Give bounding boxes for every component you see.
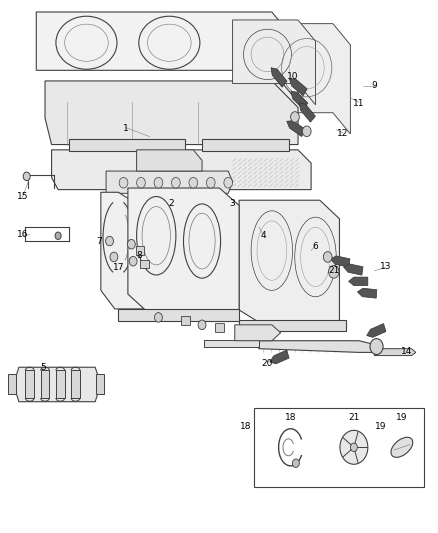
Circle shape [136,177,145,188]
Circle shape [106,236,113,246]
Bar [140,260,148,268]
Bar [25,370,34,398]
Polygon shape [136,150,201,171]
Polygon shape [201,139,289,151]
Polygon shape [106,171,232,193]
Polygon shape [232,20,315,105]
Polygon shape [270,68,286,87]
Text: 1: 1 [123,124,128,133]
Polygon shape [290,91,307,110]
Circle shape [110,252,117,262]
Polygon shape [269,350,289,364]
Bar [215,323,223,332]
Circle shape [119,177,127,188]
Text: 6: 6 [312,242,318,251]
Polygon shape [289,79,307,96]
Text: 20: 20 [260,359,272,367]
Text: 19: 19 [374,422,386,431]
Polygon shape [36,12,297,102]
Polygon shape [357,288,376,298]
Text: 9: 9 [371,80,376,90]
Text: 11: 11 [353,99,364,108]
Text: 8: 8 [136,252,141,261]
Circle shape [171,177,180,188]
Text: 2: 2 [168,199,174,208]
Circle shape [322,252,331,262]
Polygon shape [239,319,345,331]
Circle shape [328,265,338,278]
Circle shape [188,177,197,188]
Circle shape [350,443,357,451]
Polygon shape [330,256,349,267]
Text: 4: 4 [260,231,265,240]
Polygon shape [14,367,101,402]
Text: 3: 3 [229,199,235,208]
Text: 16: 16 [17,230,28,239]
Circle shape [302,126,311,136]
Polygon shape [51,150,311,190]
Circle shape [206,177,215,188]
Text: 5: 5 [40,363,46,372]
Polygon shape [374,349,415,356]
Circle shape [23,172,30,181]
Circle shape [290,112,299,122]
Polygon shape [258,341,376,352]
Text: 13: 13 [378,262,390,271]
Text: 12: 12 [336,130,347,139]
Polygon shape [271,23,350,134]
Bar [71,370,80,398]
Circle shape [154,177,162,188]
Bar [181,317,189,325]
Text: 14: 14 [400,347,412,356]
Polygon shape [101,192,145,309]
Polygon shape [69,139,184,151]
Text: 18: 18 [284,413,296,422]
Text: 21: 21 [347,413,359,422]
Text: 21: 21 [327,266,339,275]
Text: 17: 17 [112,263,124,272]
Circle shape [292,459,299,467]
Bar [41,370,49,398]
Circle shape [369,338,382,354]
Polygon shape [366,324,385,337]
Circle shape [55,232,61,239]
Bar [253,408,423,487]
Text: 10: 10 [286,72,298,81]
Circle shape [127,239,135,249]
Circle shape [129,256,137,266]
Polygon shape [286,121,304,136]
Polygon shape [127,188,239,310]
Text: 7: 7 [96,237,102,246]
Polygon shape [299,103,314,122]
Polygon shape [343,264,362,275]
Bar [56,370,64,398]
Circle shape [154,313,162,322]
Text: 15: 15 [17,192,28,201]
Polygon shape [239,200,339,322]
Bar [135,246,144,255]
Text: 18: 18 [240,422,251,431]
Polygon shape [45,81,297,144]
Polygon shape [8,374,16,394]
Polygon shape [204,340,258,347]
Circle shape [339,430,367,464]
Polygon shape [118,309,239,320]
Circle shape [223,177,232,188]
Polygon shape [234,325,280,341]
Ellipse shape [390,437,412,457]
Polygon shape [96,374,104,394]
Polygon shape [348,277,367,286]
Circle shape [198,320,205,329]
Text: 19: 19 [395,413,407,422]
